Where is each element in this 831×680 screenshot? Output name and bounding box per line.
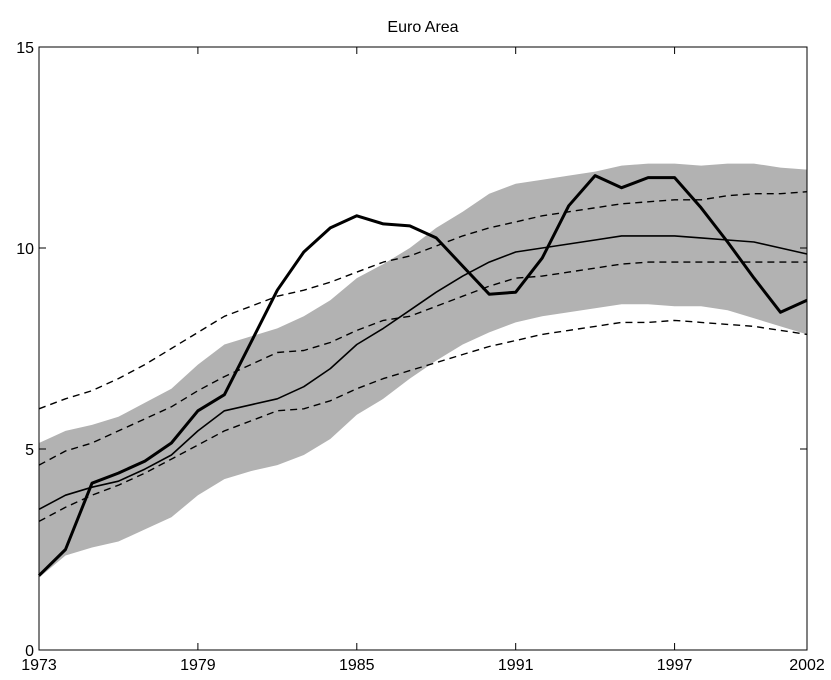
x-tick-label: 1991: [498, 657, 534, 674]
y-tick-label: 15: [16, 40, 34, 57]
chart-title: Euro Area: [387, 19, 458, 36]
series-line-2-solid: [38, 235, 808, 511]
y-tick-label: 10: [16, 241, 34, 258]
y-tick-label: 5: [25, 442, 34, 459]
axis-layer: 0 5 10 15 1973 1979 1985 1991 1997 2002: [16, 40, 825, 674]
x-tick-label: 1997: [657, 657, 693, 674]
confidence-band: [39, 163, 807, 578]
series-layer: [37, 174, 808, 577]
x-tick-label: 2002: [789, 657, 825, 674]
x-tick-label: 1973: [21, 657, 57, 674]
confidence-band-layer: [39, 163, 807, 578]
plot-frame: [38, 46, 808, 651]
y-tick-label: 0: [25, 643, 34, 660]
x-tick-label: 1985: [339, 657, 375, 674]
x-tick-label: 1979: [180, 657, 216, 674]
series-line-1-thick: [37, 174, 808, 577]
series-line-5-dashed: [38, 319, 808, 523]
